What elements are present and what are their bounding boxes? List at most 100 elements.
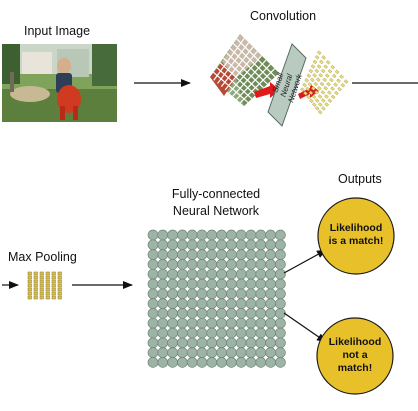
fc-node bbox=[186, 288, 198, 300]
conv-output-tile bbox=[318, 73, 324, 78]
fc-node bbox=[177, 308, 188, 319]
conv-output-tile bbox=[320, 90, 326, 95]
fc-node bbox=[265, 337, 276, 349]
pooling-tile bbox=[39, 283, 44, 288]
fc-node bbox=[147, 268, 159, 280]
fc-node bbox=[147, 298, 159, 309]
output-2-line-3: match! bbox=[338, 362, 372, 374]
pooling-tile bbox=[39, 275, 44, 280]
fc-node bbox=[167, 347, 178, 358]
fc-node bbox=[177, 327, 188, 339]
fc-node bbox=[206, 298, 218, 309]
conv-output-tile bbox=[317, 85, 322, 91]
fc-node bbox=[147, 288, 159, 300]
fc-node bbox=[206, 327, 218, 339]
fc-node bbox=[226, 268, 237, 280]
fc-label-line-1: Fully-connected bbox=[171, 187, 261, 201]
pooling-tile bbox=[45, 287, 50, 292]
conv-grid-line bbox=[236, 38, 276, 78]
fc-node bbox=[235, 288, 247, 300]
conv-grid-line bbox=[216, 66, 253, 100]
fc-node bbox=[245, 259, 257, 270]
fc-label-line-2: Neural Network bbox=[172, 204, 260, 218]
conv-grid-line bbox=[219, 62, 257, 96]
fc-node bbox=[216, 337, 227, 349]
fc-node bbox=[196, 249, 208, 260]
fc-node bbox=[147, 337, 159, 349]
fc-node bbox=[196, 268, 208, 280]
pooling-tile bbox=[33, 287, 38, 292]
fc-node bbox=[226, 239, 237, 251]
pooling-tile bbox=[51, 279, 56, 284]
conv-output-tile bbox=[314, 106, 320, 111]
fc-node bbox=[265, 357, 276, 368]
fc-node bbox=[255, 278, 267, 290]
fc-node bbox=[275, 259, 286, 270]
fc-node bbox=[216, 357, 227, 368]
fc-node bbox=[196, 288, 208, 300]
red-arrow-1 bbox=[254, 82, 280, 98]
fc-node bbox=[177, 288, 188, 300]
fc-node bbox=[167, 317, 178, 329]
fc-node bbox=[275, 268, 286, 280]
fc-node bbox=[255, 288, 267, 300]
pooling-tile bbox=[27, 291, 32, 296]
conv-output-tile bbox=[336, 78, 341, 83]
fc-node bbox=[196, 239, 208, 251]
fc-node bbox=[275, 327, 286, 339]
fc-node bbox=[245, 298, 257, 309]
fc-node bbox=[265, 229, 276, 241]
conv-grid-line bbox=[213, 37, 245, 81]
fc-node bbox=[216, 317, 227, 329]
conv-output-tile bbox=[334, 69, 340, 75]
conv-output-tile bbox=[312, 102, 317, 107]
fc-node bbox=[196, 317, 208, 329]
fc-node bbox=[167, 239, 178, 251]
pooling-tile bbox=[57, 295, 62, 300]
conv-output-tile bbox=[321, 106, 326, 111]
conv-output-tile bbox=[319, 81, 325, 87]
fc-node bbox=[255, 357, 267, 368]
conv-grid-line bbox=[212, 71, 249, 103]
fc-node bbox=[147, 357, 159, 368]
fc-node bbox=[206, 268, 218, 280]
fc-node bbox=[186, 317, 198, 329]
conv-output-tile bbox=[306, 73, 312, 78]
fc-node bbox=[235, 337, 247, 349]
output-1-line-2: is a match! bbox=[329, 235, 384, 247]
output-2-line-2: not a bbox=[342, 349, 367, 361]
fc-node bbox=[167, 337, 178, 349]
conv-output-tile bbox=[304, 78, 309, 83]
pooling-tile bbox=[27, 279, 32, 284]
fc-node bbox=[226, 308, 237, 319]
fc-node bbox=[177, 229, 188, 241]
pooling-tile bbox=[27, 275, 32, 280]
conv-grid-line bbox=[232, 59, 267, 97]
fc-node bbox=[275, 347, 286, 358]
conv-grid-line bbox=[220, 46, 254, 88]
max-pooling-label: Max Pooling bbox=[8, 250, 77, 264]
fc-node bbox=[167, 357, 178, 368]
fc-node bbox=[226, 317, 237, 329]
conv-grid-line bbox=[224, 50, 258, 91]
fc-node bbox=[245, 357, 257, 368]
input-image-label: Input Image bbox=[24, 24, 91, 38]
conv-output-tile bbox=[312, 59, 318, 65]
conv-output-tile bbox=[310, 64, 316, 69]
fc-node bbox=[167, 278, 178, 290]
conv-output-tile bbox=[325, 60, 331, 65]
fc-node bbox=[216, 239, 227, 251]
fc-node bbox=[235, 327, 247, 339]
pooling-tile bbox=[51, 275, 56, 280]
pooling-tile bbox=[45, 279, 50, 284]
fc-node bbox=[235, 317, 247, 329]
fc-node bbox=[275, 239, 286, 251]
fc-node bbox=[265, 298, 276, 309]
conv-output-tile bbox=[327, 90, 332, 95]
conv-output-tile bbox=[329, 77, 334, 83]
fc-node bbox=[186, 229, 198, 241]
pooling-tile bbox=[57, 283, 62, 288]
fc-node bbox=[157, 239, 169, 251]
fc-node bbox=[245, 239, 257, 251]
conv-output-tile bbox=[343, 79, 349, 84]
